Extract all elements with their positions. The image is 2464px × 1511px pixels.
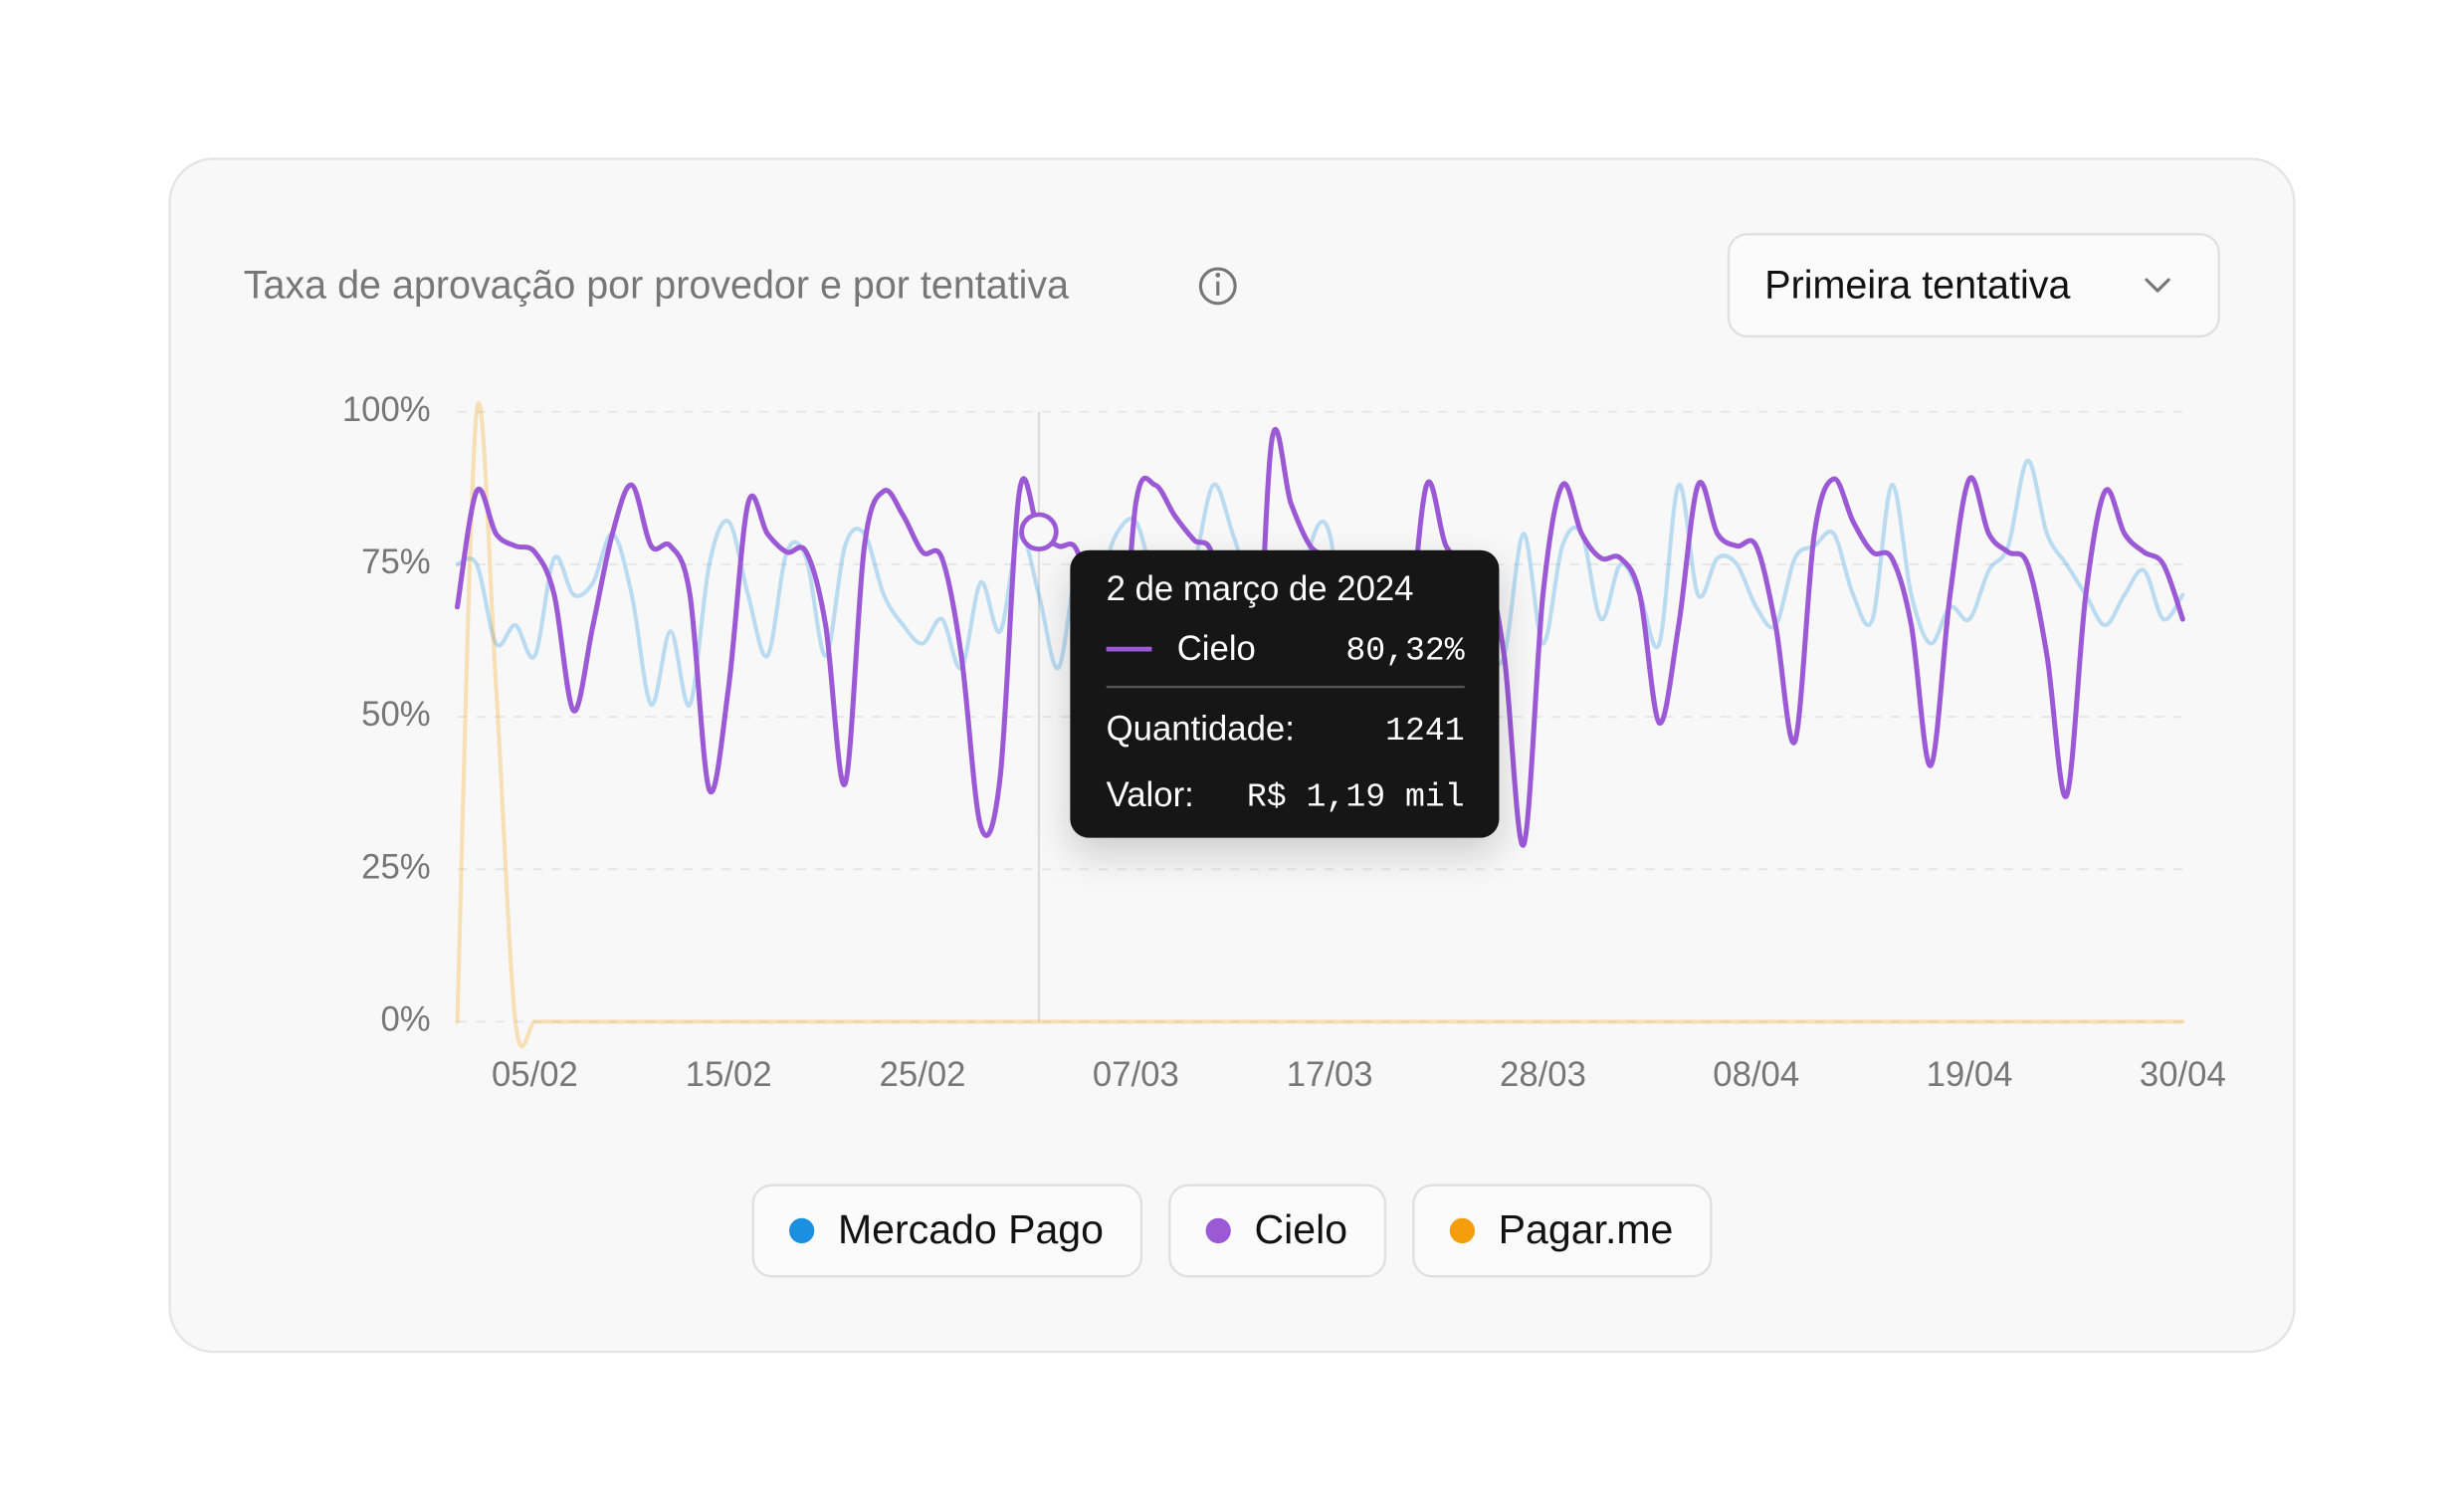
tooltip-value: 80,32%	[1345, 632, 1464, 670]
legend-swatch	[1205, 1217, 1231, 1244]
tooltip-date: 2 de março de 2024	[1107, 570, 1414, 608]
tooltip-quantity-label: Quantidade:	[1107, 710, 1295, 748]
legend-button[interactable]	[1412, 1184, 1713, 1278]
tooltip-series: Cielo	[1177, 630, 1256, 668]
chart-title: Taxa de aprovação por provedor e por ten…	[244, 263, 1069, 307]
x-tick-label: 07/03	[1093, 1056, 1179, 1094]
hover-point	[1019, 512, 1059, 552]
tooltip-amount: R$ 1,19 mil	[1247, 777, 1465, 815]
x-tick-label: 05/02	[492, 1056, 578, 1094]
tooltip-quantity: 1241	[1385, 712, 1465, 750]
x-tick-label: 15/02	[686, 1056, 772, 1094]
tooltip-box	[1070, 549, 1500, 838]
x-tick-label: 19/04	[1927, 1056, 2013, 1094]
x-tick-label: 30/04	[2140, 1056, 2226, 1094]
dropdown-label[interactable]: Primeira tentativa	[1764, 263, 2070, 307]
y-tick-label: 0%	[380, 1001, 430, 1039]
legend-button[interactable]	[1168, 1184, 1387, 1278]
x-tick-label: 28/03	[1500, 1056, 1586, 1094]
y-tick-label: 50%	[361, 696, 431, 734]
legend-label[interactable]: Pagar.me	[1499, 1206, 1674, 1252]
plot	[454, 400, 2185, 1049]
x-tick-label: 08/04	[1713, 1056, 1799, 1094]
info-icon[interactable]	[1198, 267, 1237, 306]
y-tick-label: 100%	[342, 391, 431, 429]
series-line	[455, 458, 2185, 708]
legend-button[interactable]	[751, 1184, 1143, 1278]
legend-swatch	[789, 1217, 815, 1244]
legend: Mercado Pago Cielo Pagar.me	[751, 1184, 1713, 1278]
legend-item[interactable]: Mercado Pago	[751, 1184, 1143, 1278]
y-tick-label: 25%	[361, 848, 431, 886]
dropdown[interactable]: Primeira tentativa	[1727, 233, 2220, 338]
series-line	[454, 427, 2185, 848]
x-tick-label: 25/02	[880, 1056, 966, 1094]
legend-item[interactable]: Cielo	[1168, 1184, 1387, 1278]
legend-item[interactable]: Pagar.me	[1412, 1184, 1713, 1278]
legend-label[interactable]: Cielo	[1255, 1206, 1348, 1252]
tooltip: 2 de março de 2024 Cielo 80,32% Quantidade:…	[1070, 549, 1500, 838]
series-line	[455, 400, 2185, 1049]
x-tick-label: 17/03	[1287, 1056, 1373, 1094]
y-tick-label: 75%	[361, 543, 431, 581]
legend-swatch	[1449, 1217, 1475, 1244]
legend-label[interactable]: Mercado Pago	[838, 1206, 1104, 1252]
tooltip-amount-label: Valor:	[1107, 776, 1194, 814]
